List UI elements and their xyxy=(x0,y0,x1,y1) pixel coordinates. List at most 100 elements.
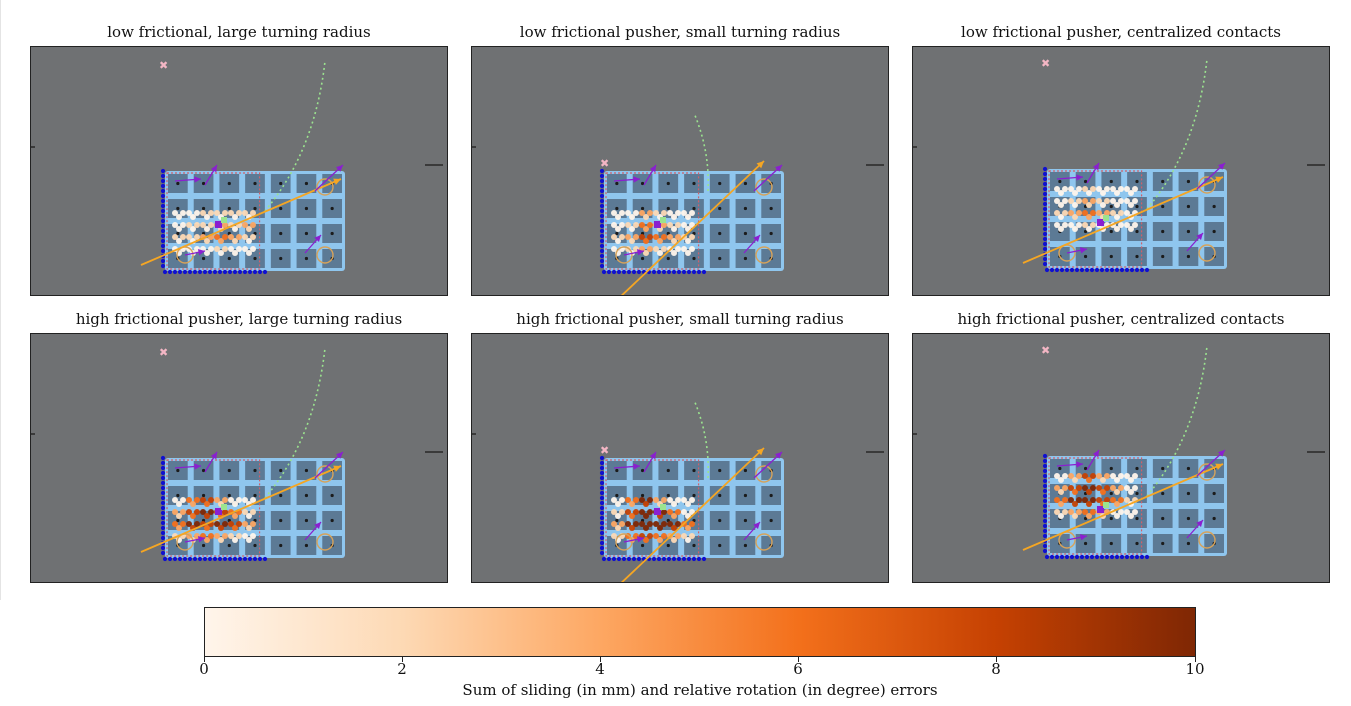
error-dot xyxy=(1128,477,1134,483)
contact-dot xyxy=(671,556,677,562)
error-dot xyxy=(661,533,667,539)
cell-hole xyxy=(743,518,748,523)
cell-hole xyxy=(1186,254,1191,259)
panel-title: high frictional pusher, large turning ra… xyxy=(75,310,403,328)
pose-arrow-head xyxy=(1218,163,1225,170)
error-dot xyxy=(1076,198,1082,204)
pose-arrow-head xyxy=(1092,450,1099,458)
error-dot xyxy=(172,509,178,515)
contact-dot xyxy=(192,269,198,275)
contact-dot xyxy=(1104,267,1110,273)
contact-dot xyxy=(599,183,605,189)
contact-dot xyxy=(1084,554,1090,560)
contact-dot xyxy=(651,269,657,275)
cell-hole xyxy=(743,256,748,261)
contact-dot xyxy=(1042,241,1048,247)
contact-dot xyxy=(227,556,233,562)
pusher-path-head xyxy=(756,448,764,456)
error-dot xyxy=(246,537,252,543)
cell-hole xyxy=(1109,229,1113,234)
contact-dot xyxy=(262,556,268,562)
contact-dot xyxy=(1074,554,1080,560)
error-dot xyxy=(1072,501,1078,507)
cell-hole xyxy=(692,493,696,498)
cell-hole xyxy=(279,493,283,498)
error-dot xyxy=(232,250,238,256)
error-dot xyxy=(222,521,228,527)
error-dot xyxy=(661,509,667,515)
pose-arrow-head xyxy=(336,452,343,459)
error-dot xyxy=(204,513,210,519)
cell-hole xyxy=(1161,541,1165,546)
contact-dot xyxy=(160,203,166,209)
error-dot xyxy=(1090,198,1096,204)
error-dot xyxy=(204,525,210,531)
error-dot xyxy=(647,497,653,503)
target-circle xyxy=(1198,176,1216,194)
error-dot xyxy=(1118,222,1124,228)
pose-arrow-head xyxy=(314,235,321,243)
error-dot xyxy=(1132,186,1138,192)
error-dot xyxy=(1072,489,1078,495)
colorbar-label: Sum of sliding (in mm) and relative rota… xyxy=(462,681,938,699)
pusher-path xyxy=(620,160,765,295)
contact-dot xyxy=(1104,554,1110,560)
error-dot xyxy=(222,509,228,515)
contact-dot xyxy=(1064,267,1070,273)
error-dot xyxy=(1062,473,1068,479)
contact-dot xyxy=(160,173,166,179)
cell-hole xyxy=(743,543,748,548)
error-dot xyxy=(218,250,224,256)
pose-arrow-head xyxy=(1076,461,1083,468)
contact-dot xyxy=(162,556,168,562)
error-dot xyxy=(615,238,621,244)
error-dot xyxy=(1058,489,1064,495)
error-dot xyxy=(1096,210,1102,216)
contact-dot xyxy=(599,540,605,546)
contact-dot xyxy=(599,505,605,511)
contact-dot xyxy=(1042,181,1048,187)
error-dot xyxy=(1090,497,1096,503)
contact-dot xyxy=(599,173,605,179)
cell-hole xyxy=(1161,516,1165,521)
contact-dot xyxy=(1042,216,1048,222)
contact-dot xyxy=(160,228,166,234)
cell-hole xyxy=(692,543,696,548)
error-dot xyxy=(1128,190,1134,196)
cell-hole xyxy=(666,543,670,548)
error-dot xyxy=(615,501,621,507)
error-dot xyxy=(643,238,649,244)
error-dot xyxy=(681,497,687,503)
error-dot xyxy=(1132,485,1138,491)
error-dot xyxy=(218,537,224,543)
error-dot xyxy=(1062,222,1068,228)
error-dot xyxy=(1058,214,1064,220)
error-dot xyxy=(242,533,248,539)
error-dot xyxy=(1068,497,1074,503)
contact-dot xyxy=(599,490,605,496)
error-dot xyxy=(667,234,673,240)
contact-dot xyxy=(626,269,632,275)
error-dot xyxy=(1068,222,1074,228)
error-dot xyxy=(671,238,677,244)
error-dot xyxy=(633,521,639,527)
contact-dot xyxy=(160,208,166,214)
error-dot xyxy=(176,214,182,220)
contact-dot xyxy=(599,213,605,219)
contact-dot xyxy=(1064,554,1070,560)
error-dot xyxy=(214,210,220,216)
cell-hole xyxy=(201,493,206,498)
object-center xyxy=(1097,219,1104,226)
contact-dot xyxy=(1044,554,1050,560)
contact-dot xyxy=(681,556,687,562)
error-dot xyxy=(204,214,210,220)
contact-dot xyxy=(1124,554,1130,560)
start-marker: ✖ xyxy=(600,444,609,457)
error-dot xyxy=(1054,485,1060,491)
error-dot xyxy=(685,537,691,543)
object-center xyxy=(215,508,222,515)
cell-hole xyxy=(640,256,645,261)
contact-dot xyxy=(686,556,692,562)
error-dot xyxy=(611,234,617,240)
error-dot xyxy=(685,250,691,256)
